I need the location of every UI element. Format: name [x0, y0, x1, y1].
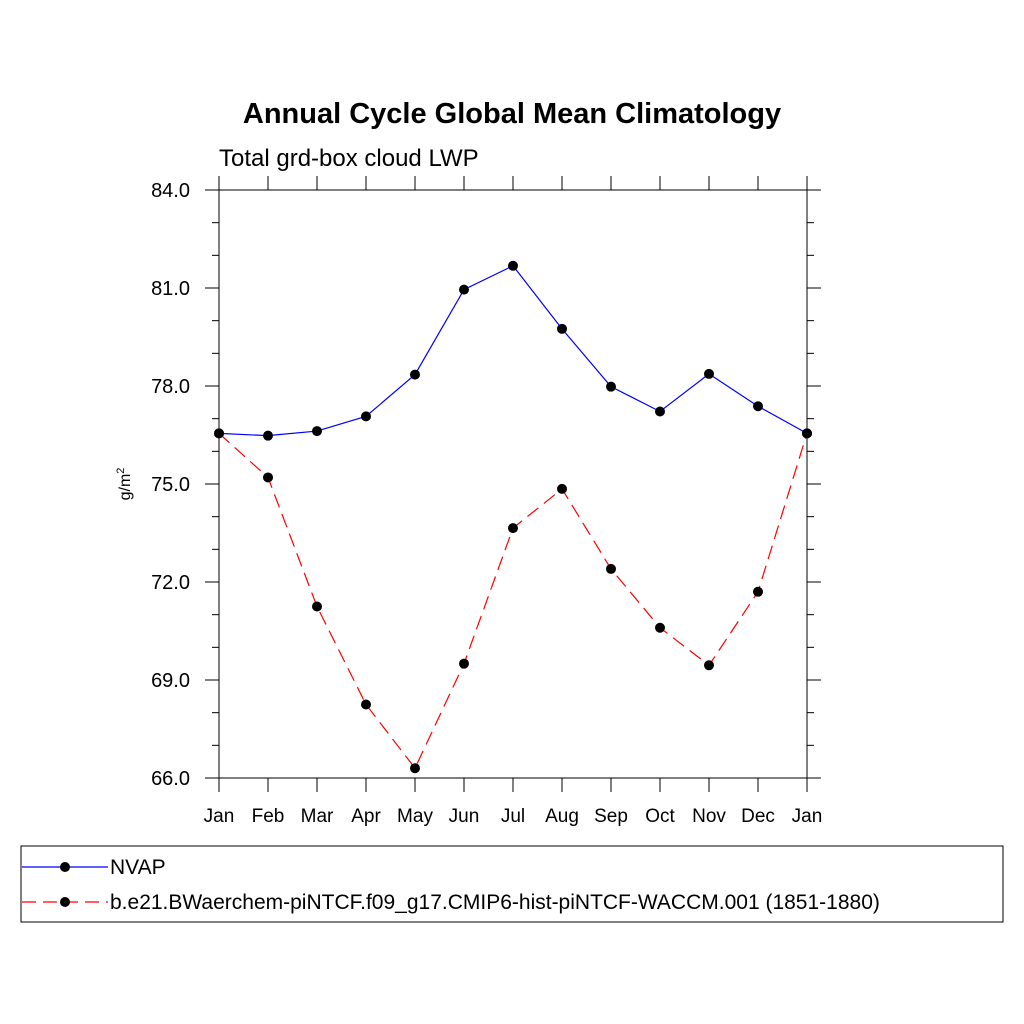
series-1-point [753, 401, 763, 412]
series-1-point [361, 411, 371, 422]
y-axis-label-sup: 2 [115, 468, 127, 474]
series-1-point [410, 369, 420, 380]
x-tick-label: Oct [645, 806, 675, 827]
series-1-point [704, 368, 714, 379]
series-2-point [508, 523, 518, 534]
series-2-point [312, 601, 322, 612]
legend: NVAP b.e21.BWaerchem-piNTCF.f09_g17.CMIP6… [20, 845, 1004, 923]
series-2-point [557, 483, 567, 494]
series-layer [214, 260, 812, 774]
series-1-point [263, 430, 273, 441]
series-1-point [557, 323, 567, 334]
series-2-point [753, 586, 763, 597]
series-2-point [606, 563, 616, 574]
y-tick-label: 72.0 [151, 572, 190, 594]
legend-label-1: NVAP [110, 856, 166, 879]
y-tick-label: 69.0 [151, 670, 190, 692]
legend-label-2: b.e21.BWaerchem-piNTCF.f09_g17.CMIP6-his… [110, 891, 880, 914]
y-axis-label-text: g/m [117, 474, 134, 501]
x-tick-label: Dec [741, 806, 775, 827]
series-2-point [459, 658, 469, 669]
x-tick-label: Nov [692, 806, 726, 827]
y-tick-label: 78.0 [151, 376, 190, 398]
x-tick-label: Jun [449, 806, 480, 827]
legend-marker-1 [60, 862, 70, 872]
x-tick-label: Jul [501, 806, 525, 827]
series-line-1 [218, 265, 808, 437]
legend-box [20, 845, 1004, 923]
series-1-point [508, 260, 518, 271]
series-1-point [655, 406, 665, 417]
series-1-point [459, 284, 469, 295]
series-2-point [410, 763, 420, 774]
chart-title: Annual Cycle Global Mean Climatology [243, 98, 781, 130]
y-axis-label: g/m2 [115, 468, 134, 501]
series-line-2 [218, 432, 808, 770]
x-tick-label: Mar [301, 806, 334, 827]
x-tick-label: Feb [252, 806, 285, 827]
series-2-point [655, 622, 665, 633]
plot-frame [218, 189, 808, 779]
x-tick-label: Apr [351, 806, 381, 827]
x-tick-label: May [397, 806, 433, 827]
series-2-point [802, 428, 812, 439]
y-tick-label: 84.0 [151, 180, 190, 202]
series-2-point [263, 472, 273, 483]
chart-subtitle: Total grd-box cloud LWP [219, 145, 479, 172]
x-tick-label: Aug [545, 806, 579, 827]
series-1-point [312, 426, 322, 437]
x-tick-label: Sep [594, 806, 628, 827]
x-tick-label: Jan [204, 806, 235, 827]
axes: 84.0 81.0 78.0 75.0 72.0 69.0 66.0 Jan Feb Mar Apr… [151, 176, 822, 827]
x-tick-label: Jan [792, 806, 823, 827]
legend-marker-2 [60, 897, 70, 907]
y-tick-label: 66.0 [151, 768, 190, 790]
y-tick-label: 81.0 [151, 278, 190, 300]
y-tick-label: 75.0 [151, 474, 190, 496]
series-1-point [606, 381, 616, 392]
series-2-point [214, 428, 224, 439]
series-2-point [361, 699, 371, 710]
series-2-point [704, 660, 714, 671]
